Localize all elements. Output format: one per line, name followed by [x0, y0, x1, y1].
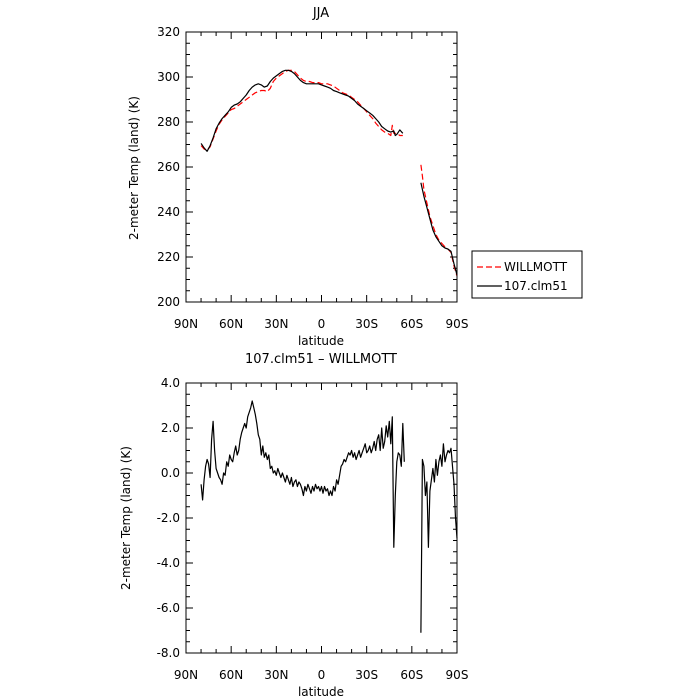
x-axis-label: latitude [298, 685, 344, 699]
y-tick-label: 240 [157, 205, 180, 219]
difference-chart: 107.clm51 – WILLMOTT 90N 60N 30N 0 30S 60S 90S… [119, 352, 468, 699]
chart-title: 107.clm51 – WILLMOTT [245, 352, 397, 367]
x-tick-label: 60S [400, 317, 423, 331]
series-line-willmott [420, 164, 458, 277]
y-tick-label: 280 [157, 115, 180, 129]
y-tick-label: 300 [157, 70, 180, 84]
temperature-chart: JJA 90N 60N 30N 0 30S 60S 90S 200 220 240 260 280 3… [127, 6, 468, 348]
y-tick-labels: 200 220 240 260 280 300 320 [157, 25, 180, 309]
legend: WILLMOTT 107.clm51 [471, 250, 583, 299]
tick-marks [185, 382, 458, 654]
plot-frame [185, 382, 458, 654]
x-tick-labels: 90N 60N 30N 0 30S 60S 90S [174, 317, 469, 331]
series-line-difference [200, 400, 405, 548]
y-tick-label: 220 [157, 250, 180, 264]
legend-box [471, 250, 583, 299]
x-tick-label: 60S [400, 668, 423, 682]
x-tick-label: 90N [174, 317, 198, 331]
y-axis-label: 2-meter Temp (land) (K) [127, 96, 141, 240]
legend-label-willmott: WILLMOTT [504, 260, 568, 274]
y-tick-label: -2.0 [157, 511, 180, 525]
x-tick-label: 60N [219, 668, 243, 682]
y-tick-labels: -8.0 -6.0 -4.0 -2.0 0.0 2.0 4.0 [157, 376, 180, 660]
series-line-willmott [200, 69, 403, 151]
x-axis-label: latitude [298, 334, 344, 348]
series-line-107-clm51 [420, 182, 458, 276]
x-tick-label: 90S [446, 317, 469, 331]
y-tick-label: 200 [157, 295, 180, 309]
y-tick-label: -4.0 [157, 556, 180, 570]
x-tick-label: 90S [446, 668, 469, 682]
tick-marks [185, 31, 458, 303]
y-tick-label: 4.0 [161, 376, 180, 390]
series-line-107-clm51 [200, 69, 404, 152]
series-lines [200, 69, 458, 277]
x-tick-label: 60N [219, 317, 243, 331]
y-tick-label: 320 [157, 25, 180, 39]
x-tick-label: 90N [174, 668, 198, 682]
series-line-difference [420, 443, 458, 633]
y-tick-label: 260 [157, 160, 180, 174]
x-tick-label: 0 [318, 317, 326, 331]
y-axis-label: 2-meter Temp (land) (K) [119, 446, 133, 590]
plot-frame [185, 31, 458, 303]
y-tick-label: -6.0 [157, 601, 180, 615]
chart-title: JJA [312, 6, 329, 21]
y-tick-label: -8.0 [157, 646, 180, 660]
y-tick-label: 0.0 [161, 466, 180, 480]
y-tick-label: 2.0 [161, 421, 180, 435]
x-tick-label: 30S [355, 668, 378, 682]
x-tick-label: 30N [264, 317, 288, 331]
legend-label-clm51: 107.clm51 [504, 279, 568, 293]
x-tick-label: 30N [264, 668, 288, 682]
series-lines [200, 400, 458, 633]
x-tick-labels: 90N 60N 30N 0 30S 60S 90S [174, 668, 469, 682]
x-tick-label: 0 [318, 668, 326, 682]
x-tick-label: 30S [355, 317, 378, 331]
